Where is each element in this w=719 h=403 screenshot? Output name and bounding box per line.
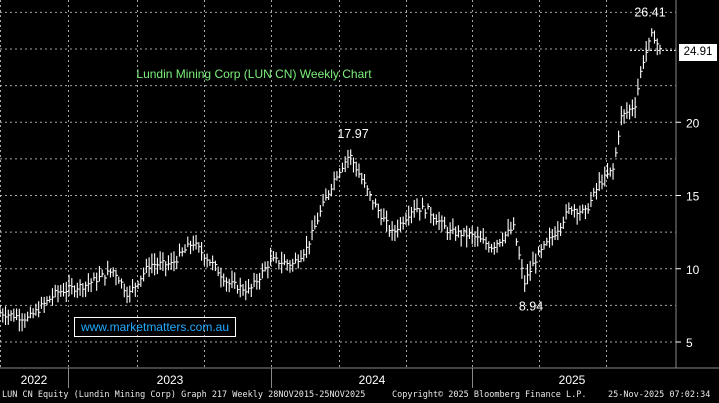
x-tick-label: 2024 [359, 373, 386, 387]
x-axis-ticks: 2022 2023 2024 2025 [21, 368, 586, 388]
annotation-label: 26.41 [634, 5, 665, 19]
x-tick-label: 2025 [559, 373, 586, 387]
y-tick-label: 20 [686, 116, 700, 130]
x-tick-label: 2023 [157, 373, 184, 387]
footer-copyright: Copyright© 2025 Bloomberg Finance L.P. [392, 390, 587, 400]
footer-timestamp: 25-Nov-2025 07:02:34 [608, 390, 711, 400]
annotation-label: 17.97 [337, 127, 368, 141]
annotation-label: 8.94 [519, 299, 543, 313]
last-price-tag: 24.91 [679, 44, 717, 61]
status-footer: LUN CN Equity (Lundin Mining Corp) Graph… [0, 388, 719, 403]
chart-title: Lundin Mining Corp (LUN CN) Weekly Chart [136, 67, 372, 81]
y-tick-label: 5 [686, 336, 693, 350]
price-series [0, 28, 676, 332]
x-tick-label: 2022 [21, 373, 48, 387]
y-axis-ticks: 5 10 15 20 [676, 116, 700, 350]
chart-grid [0, 0, 676, 368]
footer-security-info: LUN CN Equity (Lundin Mining Corp) Graph… [2, 390, 366, 400]
y-tick-label: 10 [686, 263, 700, 277]
y-tick-label: 15 [686, 190, 700, 204]
chart-annotations: 17.97 8.94 26.41 [337, 5, 665, 313]
watermark-link[interactable]: www.marketmatters.com.au [74, 317, 236, 337]
